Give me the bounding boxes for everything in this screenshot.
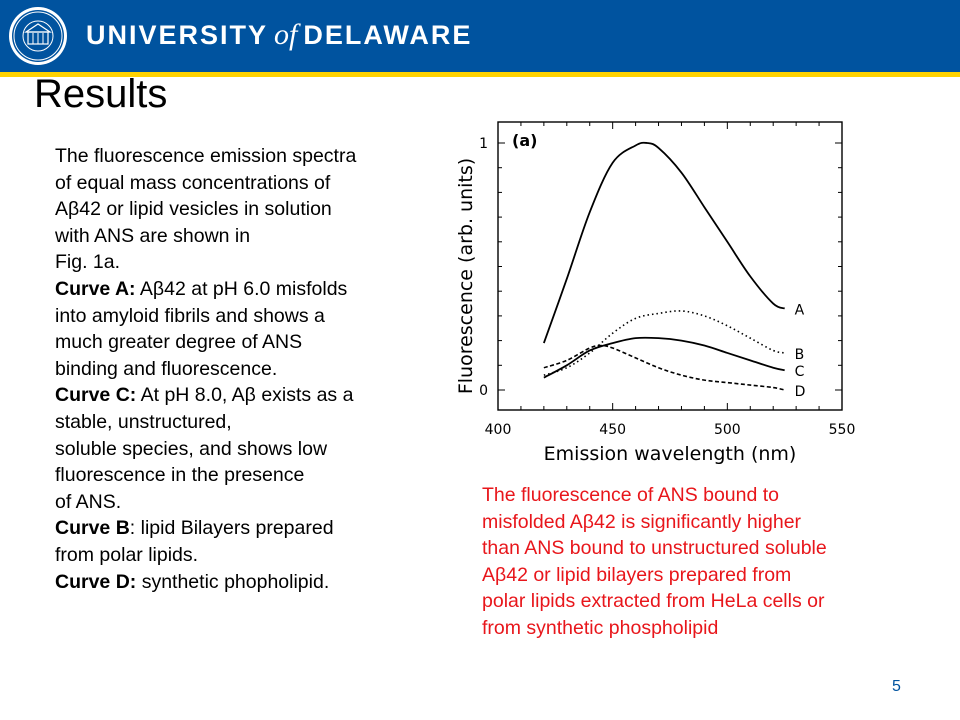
- text-line: soluble species, and shows low: [55, 437, 328, 460]
- curve-c-text: At pH 8.0, Aβ exists as a: [136, 384, 354, 407]
- curve-b-label: Curve B: [55, 517, 130, 540]
- curve-d-line: Curve D: synthetic phopholipid.: [55, 569, 435, 596]
- curve-a-text: Aβ42 at pH 6.0 misfolds: [135, 277, 348, 300]
- wordmark-university: UNIVERSITY: [86, 20, 269, 50]
- series-line-b: [543, 310, 785, 376]
- conclusion-line: The fluorescence of ANS bound to: [482, 484, 780, 506]
- page-number: 5: [892, 678, 901, 695]
- text-line: of equal mass concentrations of: [55, 171, 331, 194]
- series-label-d: D: [795, 384, 806, 400]
- chart-labels: 400 450 500 550 0 1 (a) Emission wavelength (nm…: [455, 131, 855, 465]
- chart-axes: [497, 121, 843, 411]
- x-axis-label: Emission wavelength (nm): [544, 443, 797, 465]
- chart-series: [543, 141, 786, 391]
- curve-b-line: Curve B: lipid Bilayers prepared: [55, 515, 435, 542]
- text-line: binding and fluorescence.: [55, 357, 278, 380]
- text-line: Fig. 1a.: [55, 251, 121, 274]
- y-tick-label: 1: [479, 136, 488, 152]
- conclusion-text: The fluorescence of ANS bound to misfold…: [482, 482, 922, 642]
- conclusion-line: from synthetic phospholipid: [482, 616, 719, 639]
- curve-c-line: Curve C: At pH 8.0, Aβ exists as a: [55, 382, 435, 409]
- text-line: from polar lipids.: [55, 543, 199, 566]
- university-seal-icon: [9, 7, 67, 65]
- x-tick-label: 400: [485, 422, 512, 438]
- conclusion-line: than ANS bound to unstructured soluble: [482, 537, 827, 560]
- y-tick-label: 0: [479, 383, 488, 399]
- fluorescence-chart: 400 450 500 550 0 1 (a) Emission wavelength (nm…: [450, 110, 890, 475]
- conclusion-line: misfolded Aβ42 is significantly higher: [482, 510, 802, 533]
- plot-frame: [497, 121, 843, 411]
- x-tick-label: 550: [829, 422, 856, 438]
- curve-d-text: synthetic phopholipid.: [136, 570, 330, 593]
- description-text: The fluorescence emission spectra of equ…: [55, 143, 435, 595]
- curve-a-label: Curve A:: [55, 277, 136, 300]
- text-line: much greater degree of ANS: [55, 331, 303, 354]
- header-accent-line: [0, 72, 960, 77]
- curve-c-label: Curve C:: [55, 384, 137, 407]
- text-line: stable, unstructured,: [55, 410, 232, 433]
- slide-title: Results: [34, 72, 168, 116]
- text-line: into amyloid fibrils and shows a: [55, 304, 325, 327]
- text-line: Aβ42 or lipid vesicles in solution: [55, 198, 332, 221]
- conclusion-line: polar lipids extracted from HeLa cells o…: [482, 590, 825, 613]
- text-line: of ANS.: [55, 490, 122, 513]
- x-tick-label: 450: [599, 422, 626, 438]
- curve-d-label: Curve D:: [55, 570, 137, 593]
- text-line: The fluorescence emission spectra: [55, 145, 357, 167]
- text-line: with ANS are shown in: [55, 224, 251, 247]
- panel-label: (a): [512, 131, 537, 150]
- series-label-c: C: [795, 364, 805, 380]
- series-line-d: [543, 344, 785, 391]
- conclusion-line: Aβ42 or lipid bilayers prepared from: [482, 563, 792, 586]
- x-tick-label: 500: [714, 422, 741, 438]
- series-line-a: [543, 141, 786, 344]
- text-line: fluorescence in the presence: [55, 464, 305, 487]
- header-bar: UNIVERSITY of DELAWARE: [0, 0, 960, 72]
- series-label-a: A: [795, 302, 805, 318]
- university-wordmark: UNIVERSITY of DELAWARE: [86, 18, 472, 54]
- wordmark-delaware: DELAWARE: [303, 20, 473, 50]
- series-line-c: [543, 336, 785, 379]
- chart-svg: 400 450 500 550 0 1 (a) Emission wavelength (nm…: [455, 121, 855, 465]
- wordmark-of: of: [274, 18, 298, 51]
- y-axis-label: Fluorescence (arb. units): [455, 158, 477, 394]
- curve-b-text: : lipid Bilayers prepared: [129, 517, 334, 540]
- series-label-b: B: [795, 347, 805, 363]
- curve-a-line: Curve A: Aβ42 at pH 6.0 misfolds: [55, 276, 435, 303]
